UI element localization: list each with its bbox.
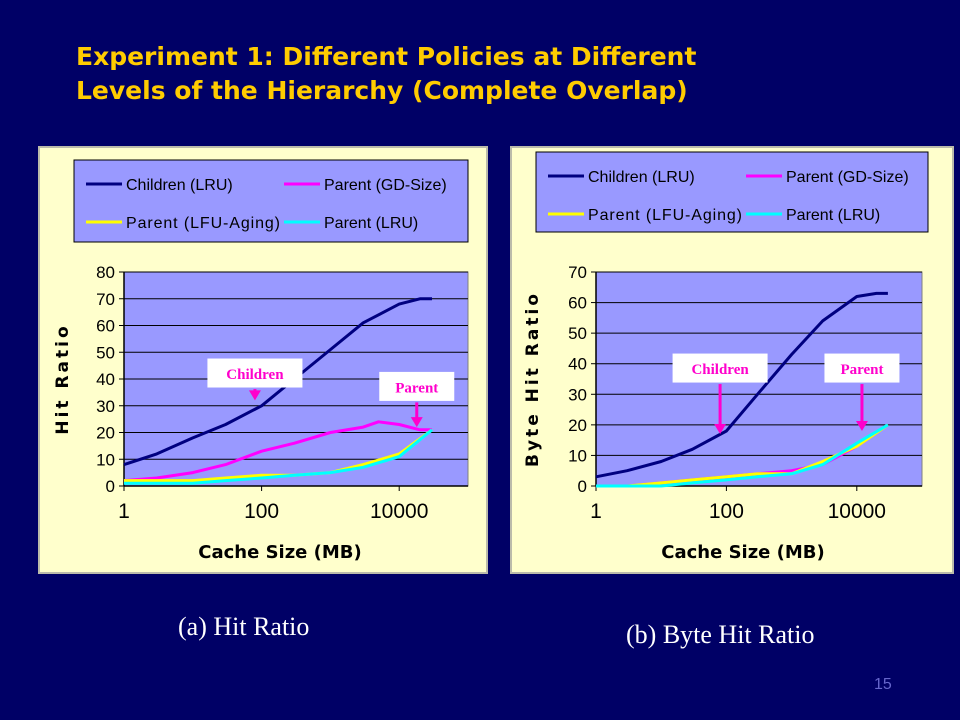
callout-box-parent [379, 371, 455, 401]
legend-label-children-lru: Children (LRU) [126, 177, 233, 194]
callout-arrowhead-children [714, 424, 727, 435]
y-tick-label-40: 40 [96, 370, 115, 389]
y-tick-label-70: 70 [96, 290, 115, 309]
y-tick-label-10: 10 [96, 450, 115, 469]
series-line-parent-gd-size [123, 420, 432, 483]
legend-label-parent-lfu-aging: Parent (LFU-Aging) [126, 215, 280, 232]
chart-svg-1: Children (LRU) Parent (GD-Size) Parent (LF… [523, 151, 929, 563]
page-number: 15 [874, 676, 892, 693]
y-tick-label-60: 60 [96, 317, 115, 336]
callout-box-children [207, 358, 303, 388]
callout-label-parent: Parent [395, 380, 438, 396]
legend-label-parent-lfu-aging: Parent (LFU-Aging) [588, 207, 742, 224]
series-line-parent-lru [124, 428, 433, 485]
slide-title-line2: Levels of the Hierarchy (Complete Overla… [76, 76, 688, 105]
callout-arrowhead-parent [855, 420, 868, 431]
caption-hit-ratio: (a) Hit Ratio [178, 612, 310, 641]
series-line-parent-lru [596, 423, 889, 488]
caption-byte-hit-ratio: (b) Byte Hit Ratio [626, 620, 815, 649]
y-tick-label-80: 80 [96, 263, 115, 282]
y-tick-label-30: 30 [568, 385, 587, 404]
y-tick-label-60: 60 [568, 294, 587, 313]
y-tick-label-40: 40 [568, 355, 587, 374]
callout-label-children: Children [226, 367, 284, 383]
y-tick-label-20: 20 [96, 424, 115, 443]
x-tick-label-10000: 10000 [828, 500, 886, 523]
legend-box [73, 159, 469, 243]
x-axis-label: Cache Size (MB) [661, 542, 825, 563]
x-tick-label-1: 1 [590, 500, 602, 523]
y-axis-label: Byte Hit Ratio [523, 291, 543, 467]
x-tick-label-1: 1 [118, 500, 130, 523]
callout-arrowhead-children [248, 390, 261, 401]
y-tick-label-20: 20 [568, 416, 587, 435]
legend-label-parent-gd-size: Parent (GD-Size) [324, 177, 447, 194]
x-axis-label: Cache Size (MB) [198, 542, 362, 563]
legend-label-parent-gd-size: Parent (GD-Size) [786, 169, 909, 186]
slide-title: Experiment 1: Different Policies at Diff… [76, 40, 936, 108]
y-axis-label: Hit Ratio [53, 323, 73, 434]
series-line-children-lru [595, 291, 888, 479]
x-tick-label-100: 100 [244, 500, 279, 523]
callout-box-parent [824, 353, 900, 383]
y-tick-label-10: 10 [568, 446, 587, 465]
y-tick-label-0: 0 [106, 477, 115, 496]
hit-ratio-chart-panel: Children (LRU) Parent (GD-Size) Parent (LF… [38, 146, 488, 574]
legend-box [535, 151, 929, 233]
y-tick-label-30: 30 [96, 397, 115, 416]
callout-label-children: Children [691, 362, 749, 378]
chart-svg-0: Children (LRU) Parent (GD-Size) Parent (LF… [53, 159, 469, 563]
y-tick-label-70: 70 [568, 263, 587, 282]
y-tick-label-0: 0 [578, 477, 587, 496]
byte-hit-ratio-chart-panel: Children (LRU) Parent (GD-Size) Parent (LF… [510, 146, 954, 574]
callout-box-children [672, 353, 768, 383]
legend-label-children-lru: Children (LRU) [588, 169, 695, 186]
x-tick-label-100: 100 [709, 500, 744, 523]
x-tick-label-10000: 10000 [370, 500, 428, 523]
y-tick-label-50: 50 [568, 324, 587, 343]
legend-label-parent-lru: Parent (LRU) [786, 207, 880, 224]
slide-title-line1: Experiment 1: Different Policies at Diff… [76, 42, 697, 71]
y-tick-label-50: 50 [96, 343, 115, 362]
callout-arrowhead-parent [410, 417, 423, 428]
callout-label-parent: Parent [840, 362, 883, 378]
legend-label-parent-lru: Parent (LRU) [324, 215, 418, 232]
